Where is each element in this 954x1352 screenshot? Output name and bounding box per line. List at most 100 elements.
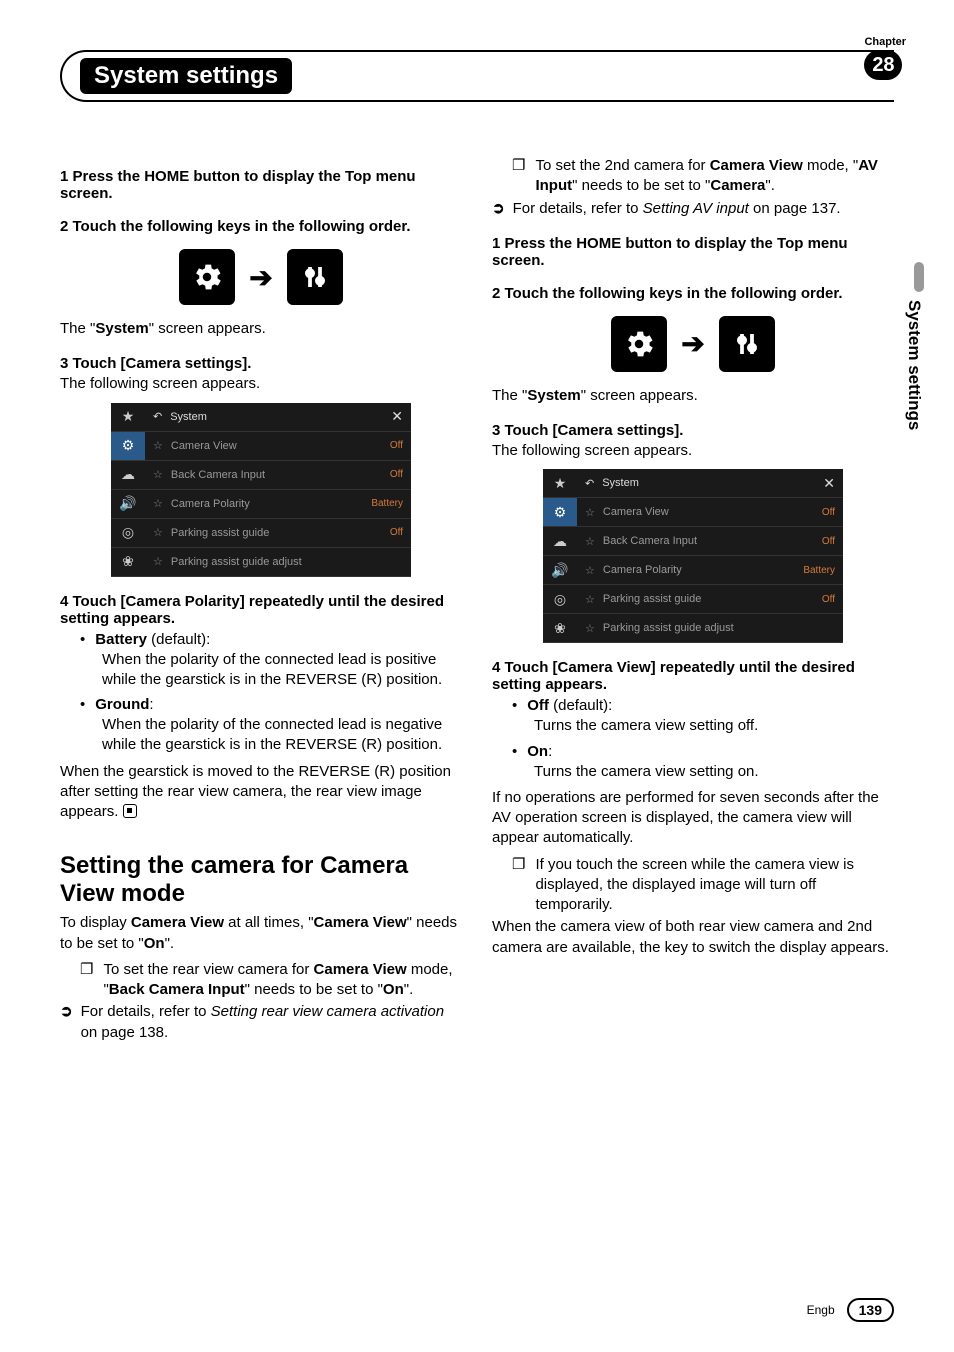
- star-icon: ☆: [585, 506, 595, 519]
- txt: ".: [404, 981, 414, 998]
- end-icon: [123, 804, 137, 818]
- ss-row: ☆Parking assist guideOff: [577, 585, 843, 614]
- ss-label: Parking assist guide adjust: [171, 556, 302, 568]
- star-icon: ☆: [585, 535, 595, 548]
- footer-lang: Engb: [807, 1303, 835, 1317]
- settings-gear-icon: [179, 249, 235, 305]
- txt-b: Camera View: [314, 914, 407, 931]
- chapter-block: Chapter 28: [864, 36, 906, 80]
- ss-row: ☆Parking assist guide adjust: [145, 548, 411, 577]
- ss-label: Parking assist guide: [171, 527, 269, 539]
- option-content: On:: [527, 743, 894, 760]
- txt: " needs to be set to ": [572, 177, 710, 194]
- settings-gear-icon: [611, 316, 667, 372]
- txt: on page 137.: [749, 200, 841, 217]
- tail-text: When the gearstick is moved to the REVER…: [60, 762, 462, 823]
- system-screenshot: ★ ⚙ ☁ 🔊 ◎ ❀ ↶ System ✕ ☆Camera ViewOff ☆…: [543, 469, 843, 643]
- ss-tabs: ★ ⚙ ☁ 🔊 ◎ ❀: [543, 469, 577, 643]
- step-1: 1 Press the HOME button to display the T…: [492, 235, 894, 269]
- ss-value: Off: [390, 527, 403, 538]
- close-icon: ✕: [823, 475, 835, 492]
- ss-value: Off: [390, 469, 403, 480]
- ss-tab: 🔊: [111, 490, 145, 519]
- txt: " needs to be set to ": [245, 981, 383, 998]
- ss-header: ↶ System ✕: [145, 403, 411, 432]
- ss-label: Camera Polarity: [603, 564, 682, 576]
- note-content: To set the rear view camera for Camera V…: [103, 960, 462, 1001]
- step-3: 3 Touch [Camera settings].: [60, 355, 462, 372]
- tail-text: When the camera view of both rear view c…: [492, 917, 894, 958]
- txt: For details, refer to: [81, 1003, 211, 1020]
- ss-label: Parking assist guide adjust: [603, 622, 734, 634]
- opt-suffix: :: [548, 743, 552, 760]
- txt-b: Camera View: [131, 914, 224, 931]
- step-2: 2 Touch the following keys in the follow…: [492, 285, 894, 302]
- ss-tab: ★: [111, 403, 145, 432]
- opt-label: Ground: [95, 696, 149, 713]
- ss-row: ☆Camera ViewOff: [145, 432, 411, 461]
- ss-label: Parking assist guide: [603, 593, 701, 605]
- bullet-icon: •: [80, 696, 85, 713]
- option-body: When the polarity of the connected lead …: [102, 715, 462, 756]
- star-icon: ☆: [153, 526, 163, 539]
- ss-tabs: ★ ⚙ ☁ 🔊 ◎ ❀: [111, 403, 145, 577]
- icon-sequence: ➔: [492, 316, 894, 372]
- page-footer: Engb 139: [807, 1298, 894, 1322]
- system-screenshot: ★ ⚙ ☁ 🔊 ◎ ❀ ↶ System ✕ ☆Camera ViewOff ☆…: [111, 403, 411, 577]
- option-body: When the polarity of the connected lead …: [102, 650, 462, 691]
- reference-icon: ➲: [492, 199, 505, 219]
- txt: on page 138.: [81, 1024, 169, 1041]
- ss-tab: ☁: [543, 527, 577, 556]
- txt: mode, ": [803, 157, 858, 174]
- sliders-icon: [719, 316, 775, 372]
- note-item: ❐ To set the 2nd camera for Camera View …: [512, 156, 894, 197]
- reference-content: For details, refer to Setting AV input o…: [513, 199, 894, 219]
- arrow-right-icon: ➔: [249, 261, 272, 294]
- ss-row: ☆Camera ViewOff: [577, 498, 843, 527]
- side-marker: [914, 262, 924, 292]
- ss-value: Off: [822, 594, 835, 605]
- system-appears: The "System" screen appears.: [60, 319, 462, 339]
- ss-tab: ❀: [111, 548, 145, 577]
- txt-i: Setting AV input: [643, 200, 749, 217]
- opt-label: On: [527, 743, 548, 760]
- ss-value: Off: [390, 440, 403, 451]
- txt-b: System: [527, 387, 580, 404]
- ss-tab: ☁: [111, 461, 145, 490]
- following-text: The following screen appears.: [492, 441, 894, 461]
- bullet-icon: •: [512, 697, 517, 714]
- reference-content: For details, refer to Setting rear view …: [81, 1002, 462, 1043]
- note-content: To set the 2nd camera for Camera View mo…: [535, 156, 894, 197]
- page-header: System settings: [60, 50, 894, 102]
- txt: The ": [492, 387, 527, 404]
- ss-row: ☆Back Camera InputOff: [145, 461, 411, 490]
- txt: To set the 2nd camera for: [535, 157, 709, 174]
- txt: ".: [165, 935, 175, 952]
- section-intro: To display Camera View at all times, "Ca…: [60, 913, 462, 954]
- ss-row: ☆Camera PolarityBattery: [145, 490, 411, 519]
- txt: When the gearstick is moved to the REVER…: [60, 763, 451, 821]
- ss-body: ↶ System ✕ ☆Camera ViewOff ☆Back Camera …: [577, 469, 843, 643]
- ss-row: ☆Back Camera InputOff: [577, 527, 843, 556]
- txt-b: Camera View: [710, 157, 803, 174]
- step-4: 4 Touch [Camera View] repeatedly until t…: [492, 659, 894, 693]
- option-content: Off (default):: [527, 697, 894, 714]
- option-content: Ground:: [95, 696, 462, 713]
- opt-suffix: (default):: [549, 697, 612, 714]
- following-text: The following screen appears.: [60, 374, 462, 394]
- txt: " screen appears.: [149, 320, 266, 337]
- ss-row: ☆ Parking assist guide Off: [145, 519, 411, 548]
- sliders-icon: [287, 249, 343, 305]
- txt-b: Camera: [710, 177, 765, 194]
- ss-row: ☆Camera PolarityBattery: [577, 556, 843, 585]
- system-appears: The "System" screen appears.: [492, 386, 894, 406]
- ss-value: Off: [822, 507, 835, 518]
- option-battery: • Battery (default):: [80, 631, 462, 648]
- star-icon: ☆: [585, 622, 595, 635]
- txt-b: On: [383, 981, 404, 998]
- ss-tab: ⚙: [543, 498, 577, 527]
- reference-item: ➲ For details, refer to Setting rear vie…: [60, 1002, 462, 1043]
- section-heading: Setting the camera for Camera View mode: [60, 852, 462, 907]
- ss-tab: ◎: [543, 585, 577, 614]
- tail-text: If no operations are performed for seven…: [492, 788, 894, 849]
